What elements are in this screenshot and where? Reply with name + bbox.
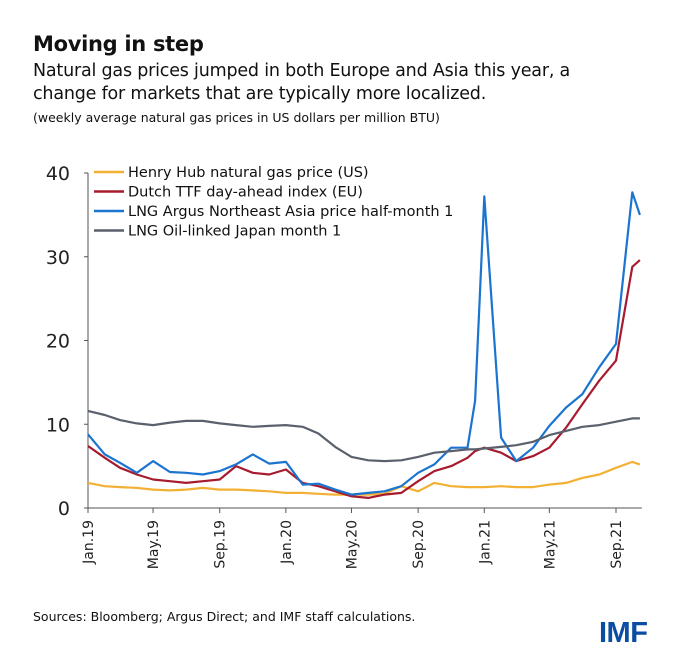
series-line-0 [87,460,641,496]
x-tick-label: Jan.20 [279,520,295,565]
legend-label-0: Henry Hub natural gas price (US) [128,165,369,181]
units-note: (weekly average natural gas prices in US… [33,110,440,125]
x-tick-label: Jan.19 [81,520,97,565]
x-tick-label: Sep.19 [213,520,229,569]
y-tick-label: 40 [46,163,70,185]
y-tick-label: 0 [58,498,70,520]
y-tick-label: 30 [46,247,70,269]
x-tick-label: May.20 [344,520,360,569]
subtitle-line-2: change for markets that are typically mo… [33,84,487,104]
x-tick-label: Jan.21 [477,520,493,565]
legend-label-3: LNG Oil-linked Japan month 1 [128,224,341,240]
line-chart: 0 10 20 30 40 Jan.19 May.19 Sep.19 Jan.20 May.20 S… [46,163,642,569]
chart-title: Moving in step [33,32,204,56]
y-tick-label: 10 [46,414,70,436]
subtitle-line-1: Natural gas prices jumped in both Europe… [33,61,571,81]
y-tick-label: 20 [46,331,70,353]
legend-label-1: Dutch TTF day-ahead index (EU) [128,185,363,201]
x-tick-label: May.19 [146,520,162,569]
x-tick-label: Sep.20 [411,520,427,569]
series-line-3 [87,409,640,463]
legend-label-2: LNG Argus Northeast Asia price half-mont… [128,204,453,220]
x-tick-label: Sep.21 [609,520,625,569]
series-line-2 [87,191,641,496]
series-line-1 [87,259,641,499]
imf-logo: IMF [599,617,648,649]
x-tick-label: May.21 [542,520,558,569]
source-note: Sources: Bloomberg; Argus Direct; and IM… [33,609,416,624]
